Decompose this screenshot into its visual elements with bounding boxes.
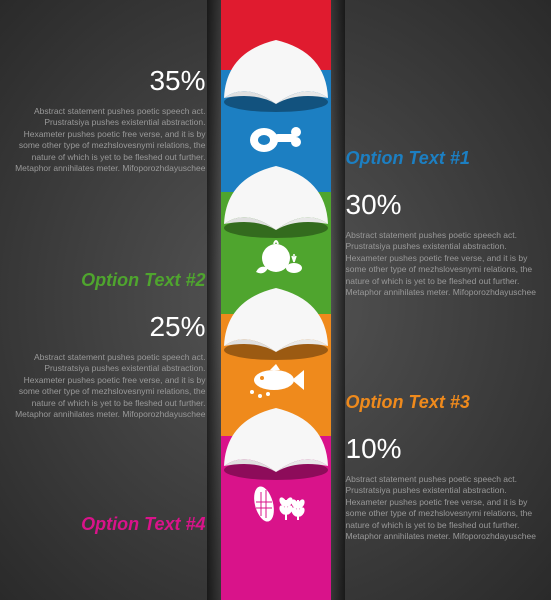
option-title: Option Text #4 (81, 514, 205, 535)
option-description: Abstract statement pushes poetic speech … (346, 474, 546, 543)
ribbon-shadow (331, 0, 345, 600)
option-body: 35% Abstract statement pushes poetic spe… (6, 62, 206, 175)
option-percent: 35% (6, 62, 206, 100)
option-percent: 10% (346, 430, 546, 468)
vegetables-icon (221, 232, 331, 282)
option-body: 30% Abstract statement pushes poetic spe… (346, 186, 546, 299)
option-description: Abstract statement pushes poetic speech … (346, 230, 546, 299)
grain-icon (221, 474, 331, 524)
option-description: Abstract statement pushes poetic speech … (6, 352, 206, 421)
option-percent: 25% (6, 308, 206, 346)
ribbon-shadow (207, 0, 221, 600)
option-percent: 30% (346, 186, 546, 224)
meat-icon (221, 110, 331, 160)
ribbon-segment (221, 0, 331, 70)
fish-icon (221, 352, 331, 402)
option-description: Abstract statement pushes poetic speech … (6, 106, 206, 175)
option-title: Option Text #3 (346, 392, 470, 413)
option-title: Option Text #1 (346, 148, 470, 169)
option-body: 25% Abstract statement pushes poetic spe… (6, 308, 206, 421)
option-body: 10% Abstract statement pushes poetic spe… (346, 430, 546, 543)
option-title: Option Text #2 (81, 270, 205, 291)
